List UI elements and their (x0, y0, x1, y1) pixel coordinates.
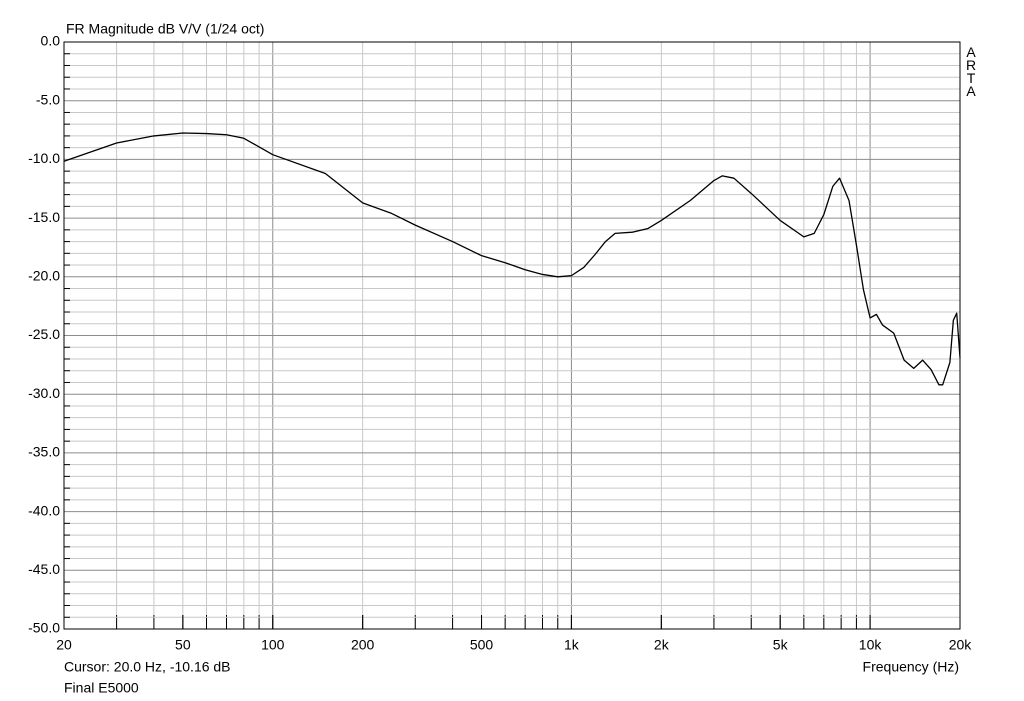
chart-title: FR Magnitude dB V/V (1/24 oct) (66, 21, 264, 37)
plot-frame (63, 41, 961, 630)
x-axis-label: Frequency (Hz) (863, 659, 959, 675)
watermark: ARTA (963, 44, 979, 96)
x-tick-label: 20k (949, 637, 973, 653)
x-tick-label: 1k (564, 637, 580, 653)
x-tick-label: 200 (351, 637, 375, 653)
x-tick-label: 10k (859, 637, 883, 653)
x-tick-label: 50 (175, 637, 191, 653)
y-tick-label: -15.0 (28, 209, 60, 225)
grid (63, 41, 961, 630)
y-tick-label: -50.0 (28, 620, 60, 636)
y-tick-label: -40.0 (28, 502, 60, 518)
annotation: Cursor: 20.0 Hz, -10.16 dB (64, 659, 231, 675)
y-tick-label: -20.0 (28, 268, 60, 284)
y-tick-label: -10.0 (28, 150, 60, 166)
x-tick-label: 20 (56, 637, 72, 653)
legend-entry: Final E5000 (64, 680, 139, 696)
x-tick-label: 500 (470, 637, 494, 653)
y-tick-label: 0.0 (41, 33, 61, 49)
fr-curve (63, 132, 961, 386)
y-tick-label: -45.0 (28, 561, 60, 577)
y-tick-label: -35.0 (28, 444, 60, 460)
y-tick-label: -25.0 (28, 326, 60, 342)
x-tick-label: 5k (773, 637, 789, 653)
x-tick-label: 100 (261, 637, 285, 653)
y-tick-label: -30.0 (28, 385, 60, 401)
x-tick-label: 2k (654, 637, 670, 653)
y-tick-label: -5.0 (36, 91, 60, 107)
